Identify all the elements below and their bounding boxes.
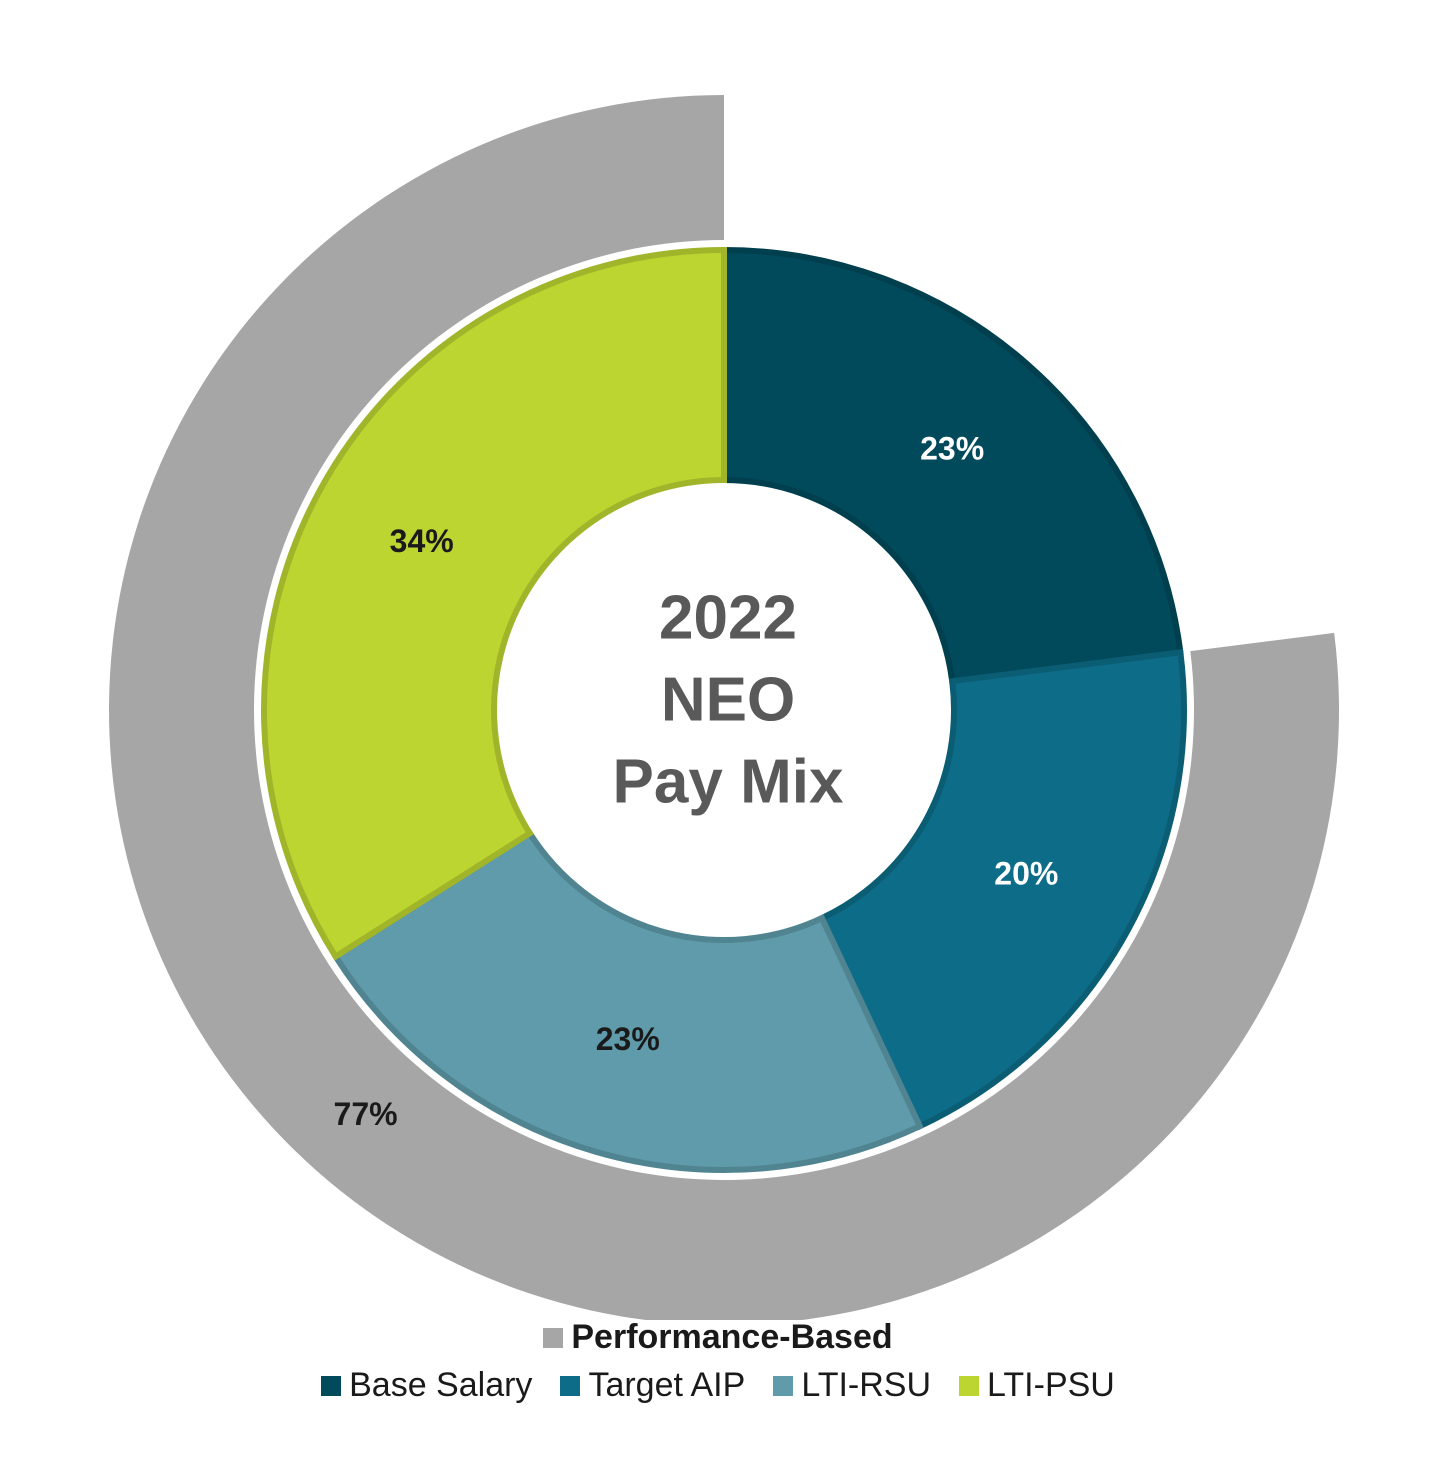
center-title: NEO: [661, 665, 795, 734]
slice: [261, 246, 727, 961]
slice: [331, 829, 924, 1173]
slice-label: 23%: [920, 431, 984, 467]
legend-swatch: [560, 1375, 581, 1396]
center-title: 2022: [659, 583, 797, 652]
slice-label: 23%: [596, 1021, 660, 1057]
legend-text: Base Salary: [349, 1366, 533, 1404]
legend-entry: Performance-Based: [543, 1318, 893, 1357]
slice-label: 20%: [994, 856, 1058, 892]
slice-label: 34%: [390, 523, 454, 559]
legend-text: Performance-Based: [571, 1318, 893, 1356]
slice: [721, 246, 1184, 685]
legend-entry: LTI-RSU: [773, 1366, 931, 1405]
legend-text: LTI-RSU: [801, 1366, 932, 1404]
legend-entry: Target AIP: [560, 1366, 745, 1405]
legend-swatch: [959, 1375, 980, 1396]
center-title: Pay Mix: [613, 747, 844, 816]
outer-label: 77%: [334, 1096, 398, 1132]
legend-swatch: [543, 1327, 564, 1348]
chart: 77% 23% 20% 23% 34% 2022 NEO Pay Mix: [108, 95, 1339, 1325]
legend-swatch: [773, 1375, 794, 1396]
legend-text: LTI-PSU: [987, 1366, 1115, 1404]
legend-text: Target AIP: [588, 1366, 746, 1404]
legend-inner: Base Salary Target AIP LTI-RSU LTI-PSU: [0, 1366, 1436, 1405]
legend-swatch: [321, 1375, 342, 1396]
legend-entry: LTI-PSU: [959, 1366, 1115, 1405]
legend-entry: Base Salary: [321, 1366, 532, 1405]
slice: [817, 648, 1187, 1131]
legend-outer: Performance-Based: [0, 1318, 1436, 1357]
